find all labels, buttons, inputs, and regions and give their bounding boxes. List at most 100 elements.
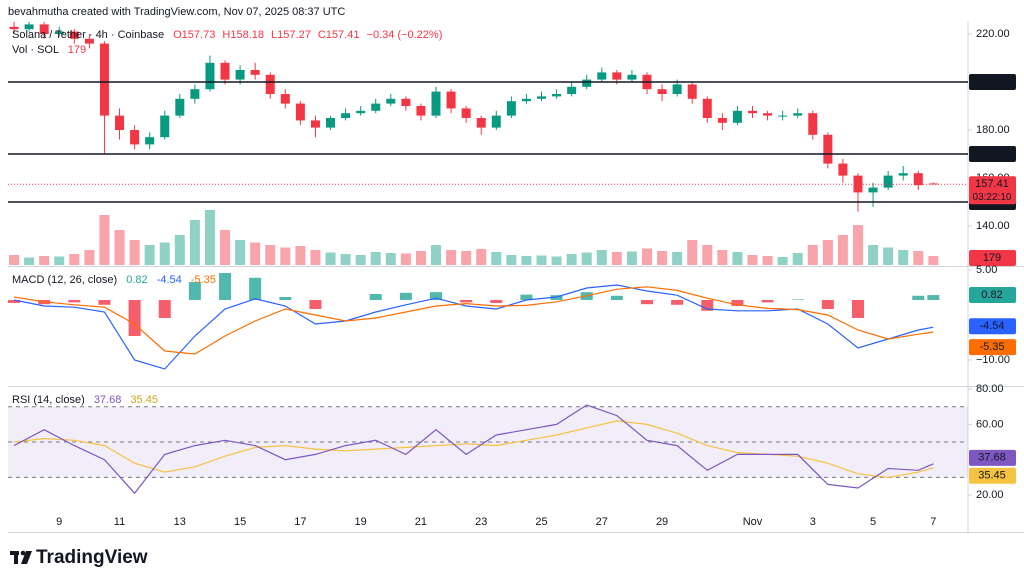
candle-body xyxy=(476,118,486,128)
line-label-box xyxy=(969,74,1016,90)
candle-body xyxy=(84,38,94,44)
logo: TradingView xyxy=(36,547,148,568)
x-tick-label: 9 xyxy=(56,516,62,528)
volume-bar xyxy=(24,257,35,265)
volume-bar xyxy=(687,240,698,265)
candle-body xyxy=(597,72,607,80)
y-tick-label: 5.00 xyxy=(976,264,997,276)
volume-bar xyxy=(355,255,366,265)
candle-body xyxy=(898,173,908,176)
y-tick-label: 80.00 xyxy=(976,383,1004,395)
y-tick-label: 60.00 xyxy=(976,418,1004,430)
histogram-bar xyxy=(912,295,925,300)
hist-axis-label: 0.82 xyxy=(981,289,1002,301)
histogram-bar xyxy=(98,299,111,305)
symbol-title: Solana / Tether · 4h · Coinbase xyxy=(12,29,164,41)
volume-bar xyxy=(747,255,758,265)
volume-bar xyxy=(792,253,803,265)
rsi-ma-axis-label: 35.45 xyxy=(978,470,1006,482)
volume-bar xyxy=(762,256,773,265)
histogram-bar xyxy=(309,299,322,309)
candle-body xyxy=(732,110,742,123)
candle-body xyxy=(431,91,441,116)
histogram-bar xyxy=(188,281,201,300)
volume-bar xyxy=(250,242,261,265)
candle-body xyxy=(567,86,577,94)
last-price-box xyxy=(969,176,1016,205)
volume-bar xyxy=(536,255,547,265)
hist-axis-label-box xyxy=(969,287,1016,304)
candle-body xyxy=(386,98,396,104)
candle-body xyxy=(54,31,64,34)
histogram-bar xyxy=(279,296,292,300)
volume-bar xyxy=(54,256,65,265)
macd-pane xyxy=(8,272,940,370)
x-tick-label: 23 xyxy=(475,516,487,528)
candle-body xyxy=(868,187,878,193)
volume-bar xyxy=(204,210,215,265)
candle-body xyxy=(491,115,501,128)
candle-body xyxy=(130,130,140,145)
legend: Solana / Tether · 4h · Coinbase O157.73 … xyxy=(12,29,442,41)
histogram-bar xyxy=(249,277,262,300)
candle-body xyxy=(295,103,305,121)
macd-legend: MACD (12, 26, close) 0.82 -4.54 -5.35 xyxy=(12,274,216,286)
line-label: 170.00 xyxy=(975,148,1009,160)
volume-bar xyxy=(99,215,110,265)
histogram-bar xyxy=(821,299,834,309)
price-pane xyxy=(9,22,939,265)
candle-body xyxy=(265,74,275,94)
candle-body xyxy=(657,89,667,94)
volume-bar xyxy=(641,248,652,265)
volume-legend: Vol · SOL 179 xyxy=(12,44,86,56)
rsi-ma-axis-label-box xyxy=(969,467,1016,484)
volume-bar xyxy=(280,247,291,265)
volume-bar xyxy=(717,250,728,265)
histogram-bar xyxy=(731,299,744,306)
volume-bar xyxy=(385,253,396,265)
candle-body xyxy=(461,108,471,118)
histogram-bar xyxy=(640,299,653,305)
macd-title: MACD (12, 26, close) xyxy=(12,274,117,286)
candle-body xyxy=(521,98,531,102)
candle-body xyxy=(9,26,19,30)
candle-body xyxy=(446,91,456,109)
y-tick-label: 140.00 xyxy=(976,220,1010,232)
volume-bar xyxy=(626,251,637,265)
histogram-bar xyxy=(791,299,804,300)
y-tick-label: −10.00 xyxy=(976,354,1010,366)
attribution: bevahmutha created with TradingView.com,… xyxy=(8,6,345,18)
volume-bar xyxy=(129,240,140,265)
x-tick-label: 21 xyxy=(415,516,427,528)
signal-axis-label: -5.35 xyxy=(979,341,1004,353)
ohlc-item: L157.27 xyxy=(271,29,311,41)
volume-bar xyxy=(295,246,306,265)
histogram-bar xyxy=(158,299,171,318)
y-tick-label: 20.00 xyxy=(976,489,1004,501)
line-label-box xyxy=(969,146,1016,162)
volume-bar xyxy=(702,245,713,265)
candle-body xyxy=(823,134,833,164)
plot-layer: 220.00180.00160.00140.00200.00170.00150.… xyxy=(8,22,1016,528)
histogram-bar xyxy=(851,299,864,318)
candle-body xyxy=(416,106,426,116)
histogram-bar xyxy=(430,292,443,300)
volume-bar xyxy=(310,250,321,265)
volume-bar xyxy=(325,252,336,265)
volume-axis-label-box xyxy=(969,250,1016,266)
volume-bar xyxy=(506,255,517,265)
candle-body xyxy=(69,31,79,39)
histogram-bar xyxy=(490,299,503,303)
volume-value: 179 xyxy=(68,44,86,56)
candle-body xyxy=(341,113,351,118)
hist-value: 0.82 xyxy=(126,274,147,286)
candle-body xyxy=(717,118,727,123)
volume-bar xyxy=(431,245,442,265)
volume-bar xyxy=(581,252,592,265)
volume-bar xyxy=(898,250,909,265)
candle-body xyxy=(175,98,185,116)
candle-body xyxy=(115,115,125,130)
candle-body xyxy=(205,62,215,90)
macd-axis-label-box xyxy=(969,318,1016,335)
